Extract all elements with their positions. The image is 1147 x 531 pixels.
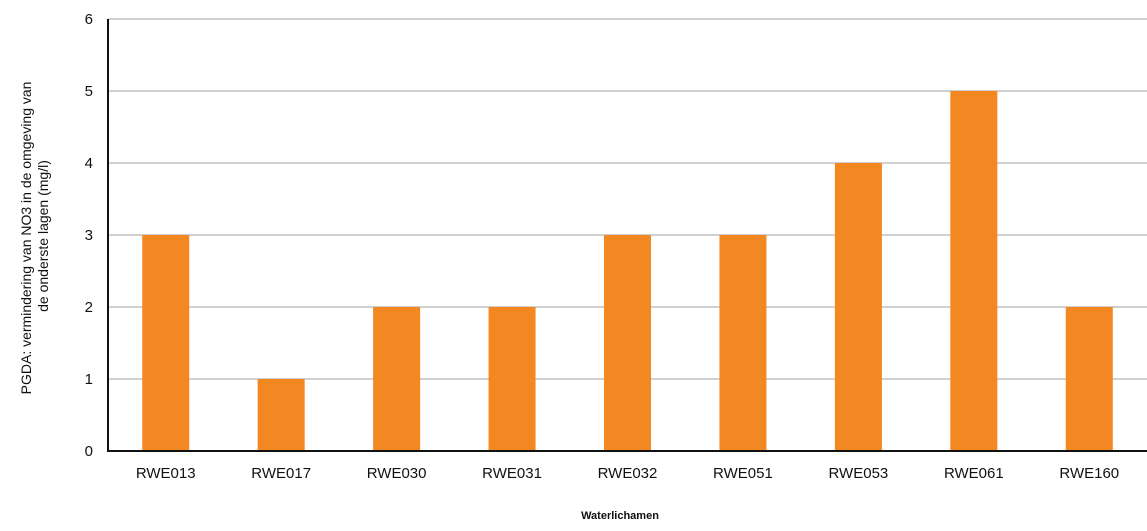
x-tick-label: RWE160: [1059, 465, 1119, 482]
bar-rwe061: [950, 91, 998, 451]
y-tick-label: 5: [85, 83, 93, 100]
x-tick-label: RWE032: [598, 465, 658, 482]
x-tick-label: RWE013: [136, 465, 196, 482]
y-tick-label: 6: [85, 11, 93, 28]
bar-rwe017: [257, 379, 305, 451]
bar-rwe013: [142, 235, 190, 451]
x-tick-label: RWE031: [482, 465, 542, 482]
x-axis-title: Waterlichamen: [581, 510, 659, 522]
bar-rwe053: [834, 163, 882, 451]
bar-rwe031: [488, 307, 536, 451]
x-tick-labels: RWE013 RWE017 RWE030 RWE031 RWE032 RWE051 RWE0…: [136, 465, 1119, 482]
bar-rwe030: [373, 307, 421, 451]
bars: [142, 91, 1113, 451]
y-tick-label: 0: [85, 443, 93, 460]
y-axis-title-line-1: PGDA: vermindering van NO3 in de omgevin…: [18, 82, 34, 395]
y-axis-title: PGDA: vermindering van NO3 in de omgevin…: [18, 78, 51, 395]
x-tick-label: RWE053: [829, 465, 889, 482]
y-tick-label: 2: [85, 299, 93, 316]
bar-rwe051: [719, 235, 767, 451]
bar-rwe032: [604, 235, 651, 451]
x-tick-label: RWE017: [251, 465, 311, 482]
y-tick-labels: 0 1 2 3 4 5 6: [85, 11, 93, 460]
y-tick-label: 4: [85, 155, 93, 172]
y-axis-title-line-2: de onderste lagen (mg/l): [35, 160, 51, 312]
x-tick-label: RWE030: [367, 465, 427, 482]
bar-rwe160: [1065, 307, 1113, 451]
y-tick-label: 1: [85, 371, 93, 388]
y-tick-label: 3: [85, 227, 93, 244]
x-tick-label: RWE051: [713, 465, 773, 482]
x-tick-label: RWE061: [944, 465, 1004, 482]
axes: [107, 19, 1147, 452]
